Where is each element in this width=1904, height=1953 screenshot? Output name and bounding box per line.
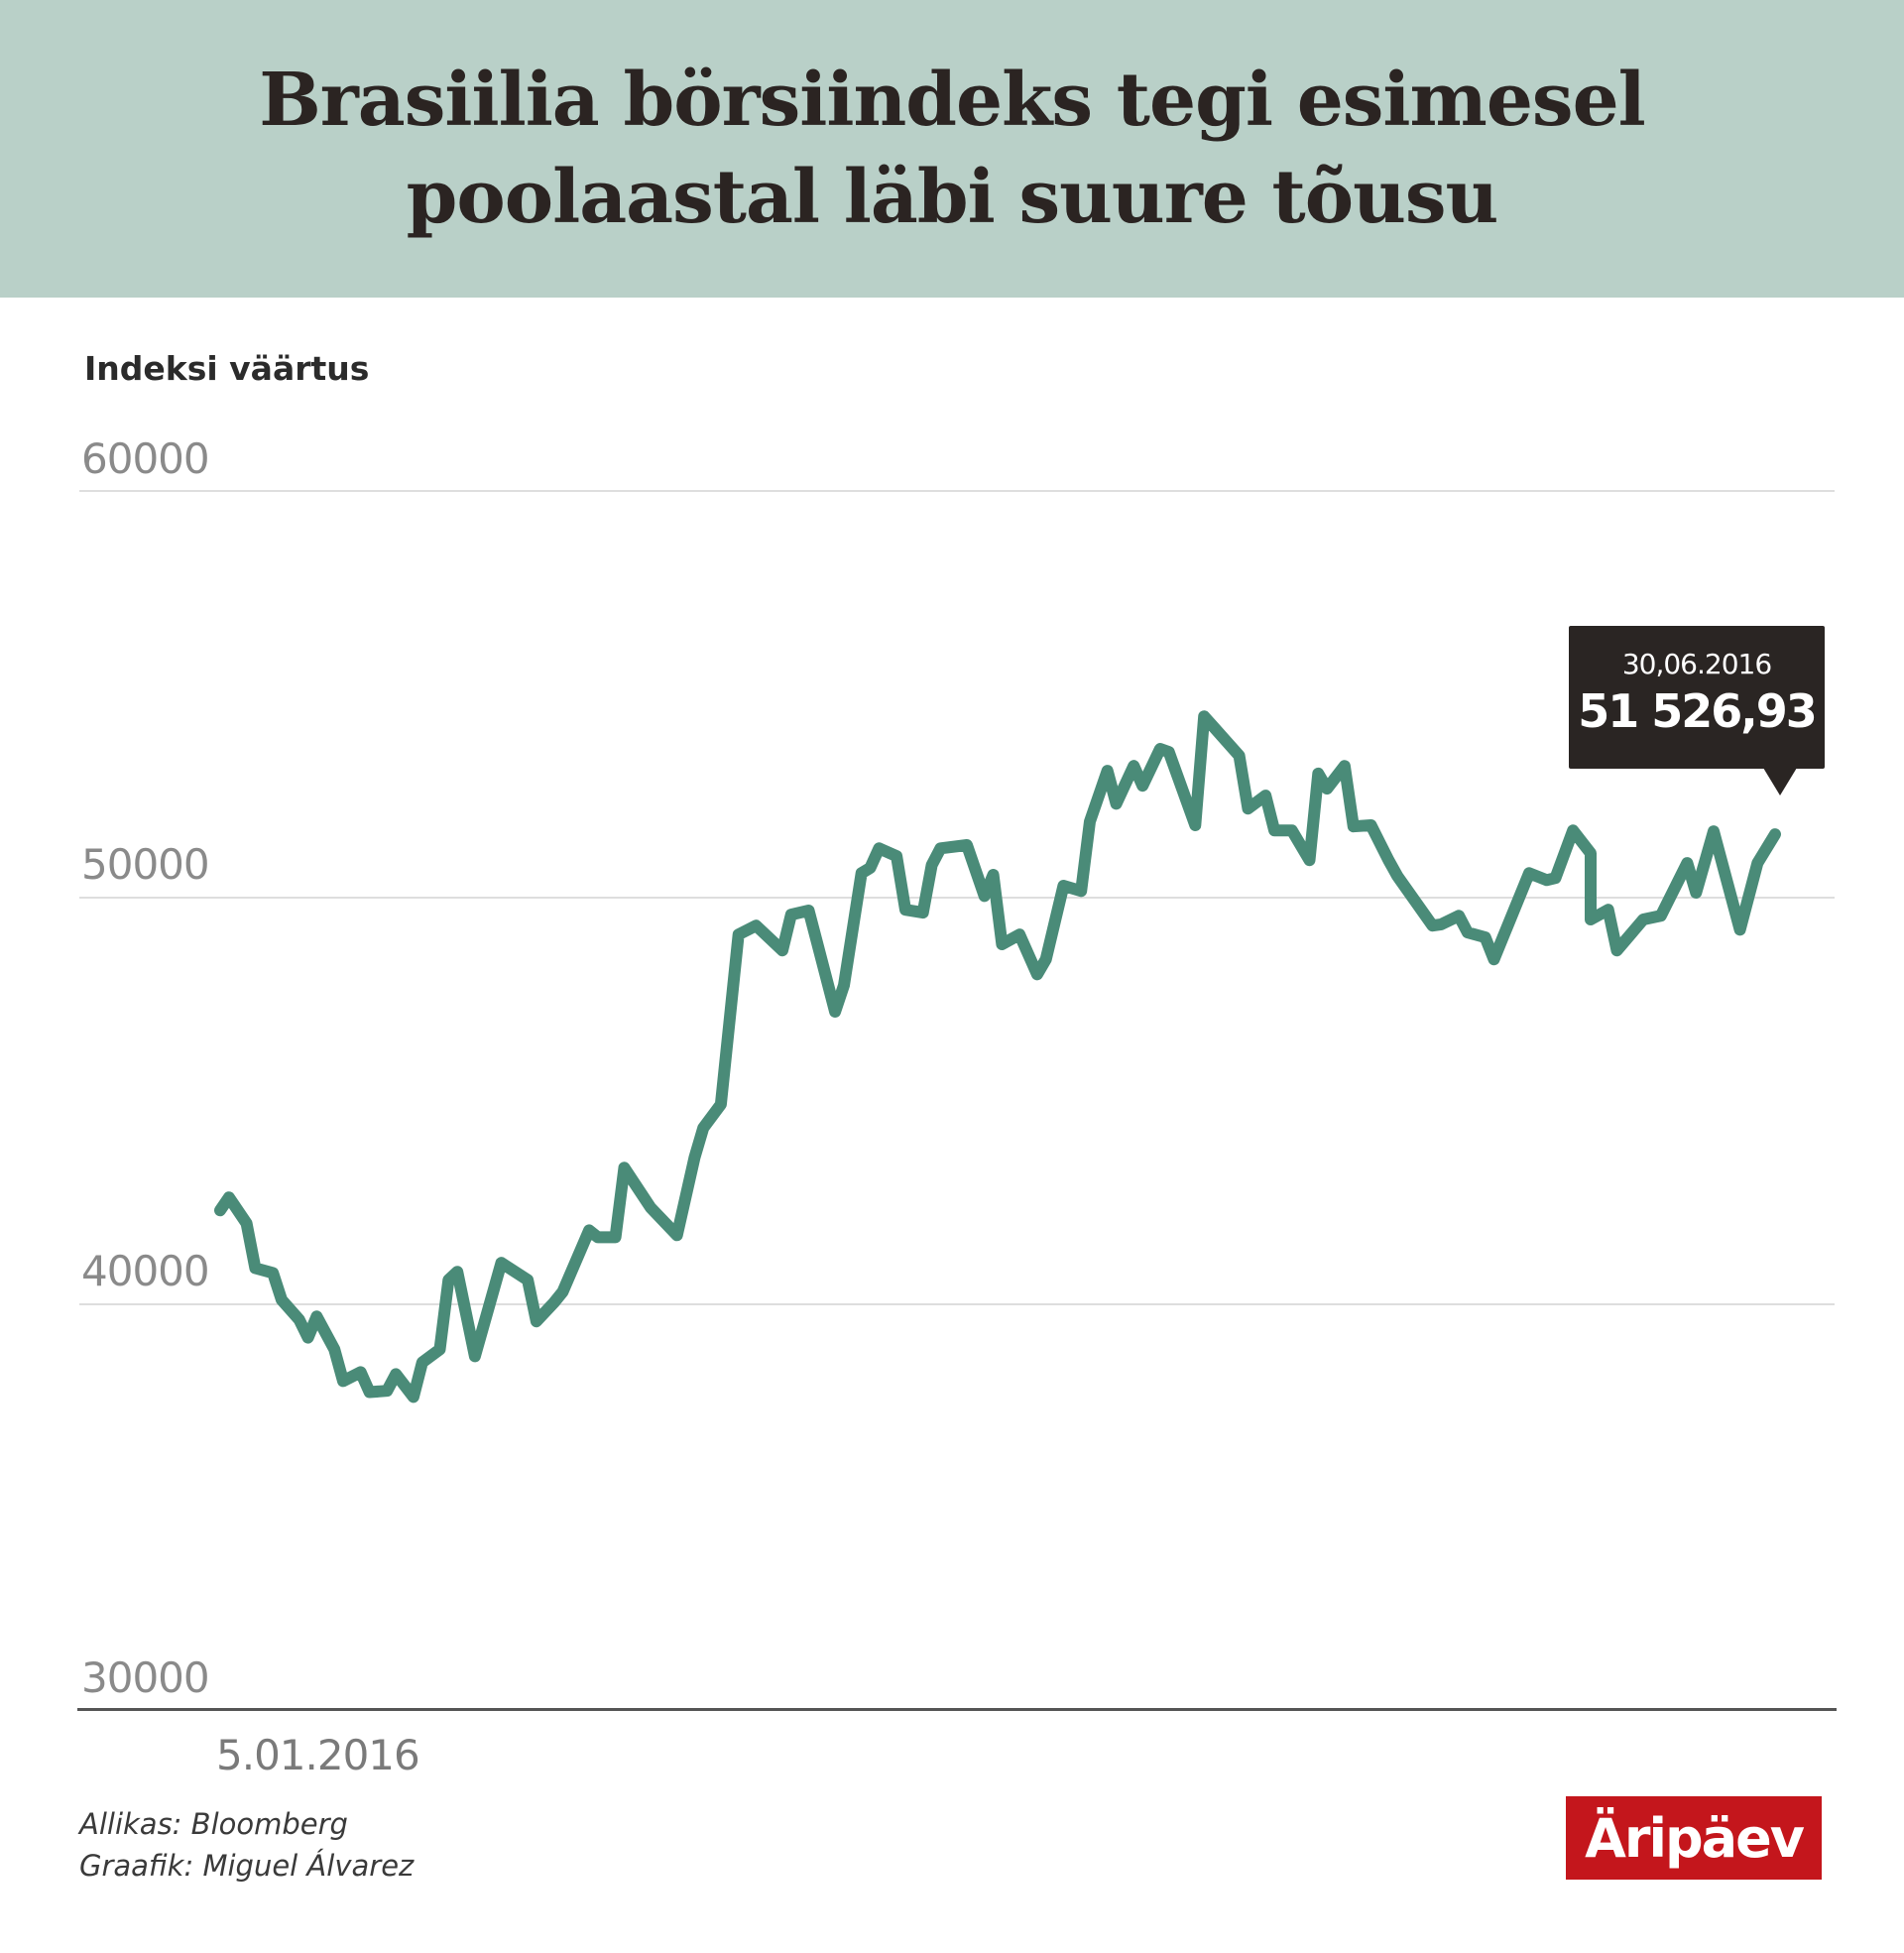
graphic-credit: Graafik: Miguel Álvarez (79, 1849, 415, 1883)
tooltip-pointer-icon (1763, 768, 1797, 795)
index-line (214, 710, 1781, 1404)
y-tick-60000: 60000 (81, 434, 210, 483)
x-tick-start-date: 5.01.2016 (216, 1731, 420, 1779)
y-tick-50000: 50000 (81, 840, 210, 889)
title-line-1: Brasiilia börsiindeks tegi esimesel (259, 58, 1646, 143)
y-tick-30000: 30000 (81, 1653, 210, 1702)
value-tooltip: 30,06.2016 51 526,93 (1569, 626, 1825, 769)
x-axis-baseline (77, 1708, 1837, 1711)
tooltip-date: 30,06.2016 (1621, 648, 1772, 680)
gridline-50000 (79, 897, 1835, 899)
title-line-2: poolaastal läbi suure tõusu (406, 155, 1499, 240)
gridline-40000 (79, 1303, 1835, 1305)
tooltip-value: 51 526,93 (1578, 684, 1818, 738)
chart-title: Brasiilia börsiindeks tegi esimesel pool… (109, 52, 1795, 246)
y-axis-label: Indeksi väärtus (84, 349, 370, 388)
credits: Allikas: Bloomberg Graafik: Miguel Álvar… (79, 1803, 414, 1887)
aripaev-logo: Äripäev (1566, 1796, 1822, 1880)
y-tick-40000: 40000 (81, 1247, 210, 1295)
source-credit: Allikas: Bloomberg (79, 1807, 348, 1841)
header-banner: Brasiilia börsiindeks tegi esimesel pool… (0, 0, 1904, 298)
gridline-60000 (79, 490, 1835, 492)
